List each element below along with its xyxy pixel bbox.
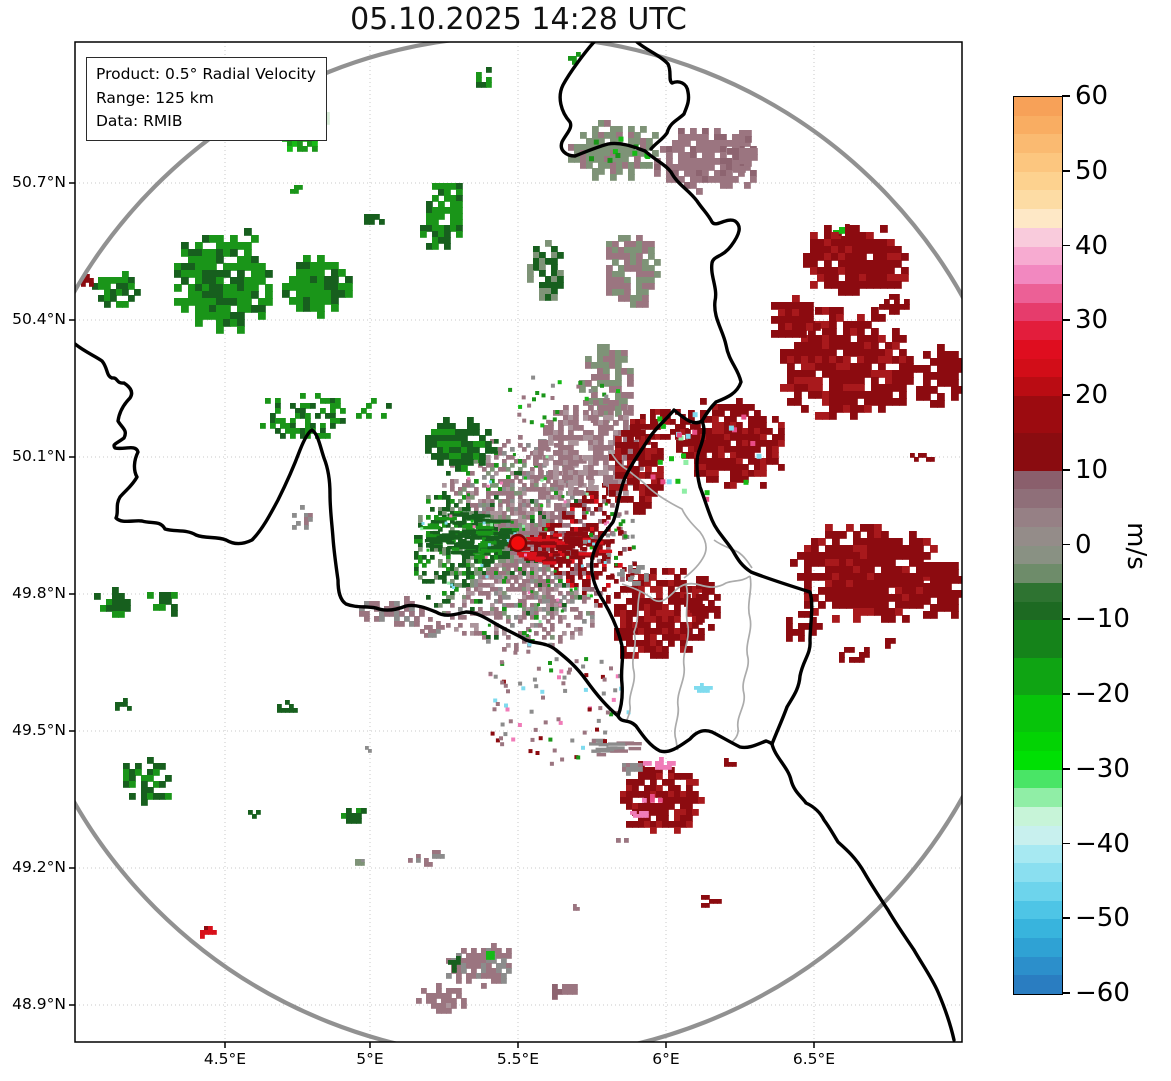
colorbar-tick-label: 20 <box>1075 380 1109 410</box>
colorbar-tick-label: −20 <box>1075 679 1130 709</box>
y-tick-label: 50.7°N <box>12 173 66 191</box>
colorbar-segment <box>1014 545 1062 565</box>
colorbar-segment <box>1014 433 1062 471</box>
colorbar-segment <box>1014 246 1062 266</box>
x-tick-label: 4.5°E <box>203 1050 247 1068</box>
colorbar-tick-mark <box>1062 917 1070 920</box>
colorbar-segment <box>1014 825 1062 845</box>
colorbar-tick-mark <box>1062 992 1070 994</box>
colorbar-units-label: m/s <box>1120 522 1151 570</box>
figure-title: 05.10.2025 14:28 UTC <box>350 2 687 37</box>
colorbar-segment <box>1014 881 1062 901</box>
colorbar-segment <box>1014 339 1062 359</box>
y-tick-label: 50.4°N <box>12 310 66 328</box>
colorbar-segment <box>1014 526 1062 546</box>
velocity-echoes <box>81 52 962 1014</box>
colorbar-segment <box>1014 844 1062 864</box>
colorbar-tick-label: 60 <box>1075 81 1109 111</box>
colorbar-tick-label: −50 <box>1075 903 1130 934</box>
colorbar-tick-label: 0 <box>1075 529 1092 560</box>
colorbar-tick-mark <box>1062 95 1070 97</box>
colorbar-tick-label: −60 <box>1075 978 1130 1008</box>
colorbar-segment <box>1014 115 1062 135</box>
colorbar-tick-mark <box>1062 767 1070 770</box>
colorbar-segment <box>1014 283 1062 303</box>
colorbar-tick-mark <box>1062 842 1070 845</box>
colorbar-segment <box>1014 956 1062 976</box>
colorbar-tick-label: 30 <box>1075 305 1109 336</box>
colorbar-segment <box>1014 863 1062 882</box>
colorbar-segment <box>1014 657 1062 695</box>
radar-site-marker <box>508 533 528 553</box>
colorbar-tick-label: −10 <box>1075 604 1130 635</box>
colorbar-tick-mark <box>1062 169 1070 172</box>
colorbar-segment <box>1014 695 1062 733</box>
colorbar-tick-label: 40 <box>1075 230 1109 261</box>
colorbar-tick-mark <box>1062 244 1070 247</box>
district-borders <box>609 449 753 751</box>
y-tick-label: 48.9°N <box>12 995 66 1013</box>
colorbar-segment <box>1014 620 1062 658</box>
product-line: Product: 0.5° Radial Velocity <box>96 65 316 83</box>
colorbar-segment <box>1014 227 1062 247</box>
colorbar-segment <box>1014 358 1062 378</box>
colorbar-segment <box>1014 134 1062 154</box>
colorbar-segment <box>1014 190 1062 210</box>
x-tick-label: 6°E <box>652 1050 680 1068</box>
colorbar-segment <box>1014 489 1062 509</box>
colorbar-tick-mark <box>1062 319 1070 322</box>
colorbar-tick-label: −40 <box>1075 828 1130 859</box>
colorbar-tick-mark <box>1062 618 1070 621</box>
colorbar-segment <box>1014 807 1062 826</box>
y-tick-label: 49.8°N <box>12 584 66 602</box>
colorbar-segment <box>1014 508 1062 527</box>
y-tick-label: 49.5°N <box>12 721 66 739</box>
colorbar-tick-label: 50 <box>1075 155 1109 186</box>
x-tick-label: 6.5°E <box>792 1050 836 1068</box>
colorbar-segment <box>1014 601 1062 621</box>
colorbar-segment <box>1014 209 1062 228</box>
colorbar-segment <box>1014 732 1062 752</box>
colorbar-tick-mark <box>1062 693 1070 695</box>
colorbar-segment <box>1014 396 1062 434</box>
velocity-colorbar <box>1013 96 1063 995</box>
colorbar-segment <box>1014 900 1062 920</box>
colorbar-segment <box>1014 769 1062 789</box>
colorbar-segment <box>1014 564 1062 583</box>
colorbar-tick-label: 10 <box>1075 454 1109 485</box>
colorbar-segment <box>1014 975 1062 994</box>
colorbar-segment <box>1014 97 1062 116</box>
x-tick-label: 5.5°E <box>496 1050 540 1068</box>
colorbar-segment <box>1014 171 1062 191</box>
colorbar-segment <box>1014 377 1062 396</box>
y-tick-label: 49.2°N <box>12 858 66 876</box>
colorbar-segment <box>1014 153 1062 172</box>
colorbar-segment <box>1014 937 1062 957</box>
y-tick-label: 50.1°N <box>12 447 66 465</box>
data-source-line: Data: RMIB <box>96 112 183 131</box>
colorbar-segment <box>1014 265 1062 284</box>
colorbar-segment <box>1014 788 1062 808</box>
colorbar-tick-mark <box>1062 468 1070 471</box>
colorbar-segment <box>1014 302 1062 322</box>
colorbar-segment <box>1014 919 1062 938</box>
colorbar-tick-mark <box>1062 543 1070 546</box>
axes-frame <box>69 41 963 1048</box>
colorbar-tick-label: −30 <box>1075 753 1130 784</box>
country-borders <box>75 42 956 1042</box>
colorbar-segment <box>1014 751 1062 770</box>
colorbar-tick-mark <box>1062 394 1070 396</box>
colorbar-segment <box>1014 321 1062 340</box>
colorbar-segment <box>1014 582 1062 602</box>
x-tick-label: 5°E <box>356 1050 384 1068</box>
colorbar-segment <box>1014 470 1062 490</box>
product-info-box: Product: 0.5° Radial Velocity Range: 125… <box>86 57 327 142</box>
range-line: Range: 125 km <box>96 88 214 107</box>
